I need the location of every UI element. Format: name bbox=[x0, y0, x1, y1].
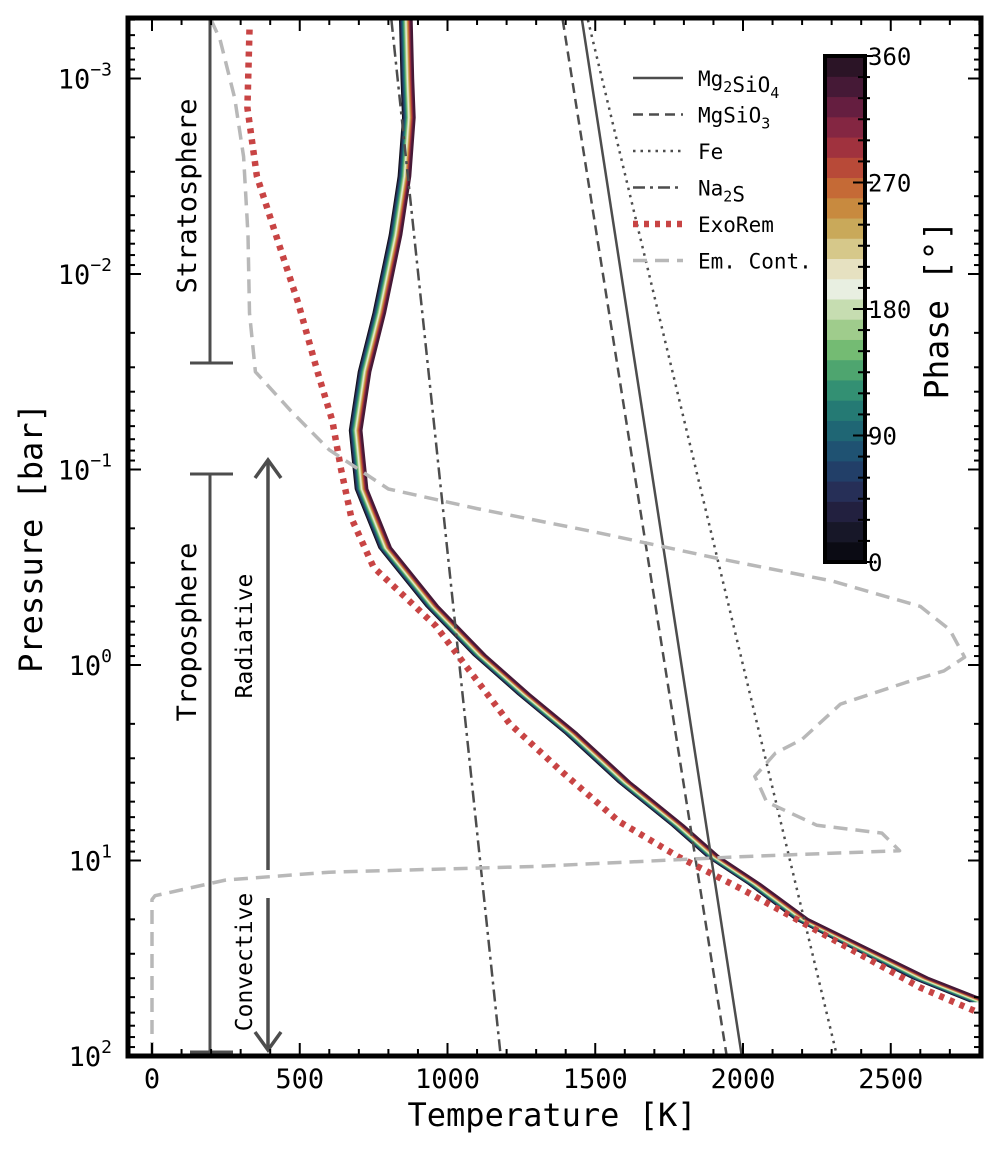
colorbar-tick-label: 180 bbox=[868, 296, 911, 324]
phase-profile-line bbox=[360, 19, 981, 1000]
phase-profile-line bbox=[351, 19, 975, 1003]
plot-frame bbox=[125, 15, 984, 1059]
x-tick-label: 1500 bbox=[563, 1064, 628, 1095]
series-line-fe bbox=[586, 19, 839, 1056]
x-tick-label: 2500 bbox=[858, 1064, 923, 1095]
y-tick-label: 10−2 bbox=[58, 255, 112, 291]
colorbar-segment bbox=[825, 96, 865, 118]
colorbar-segment bbox=[825, 157, 865, 179]
colorbar-segment bbox=[825, 481, 865, 502]
troposphere-label: Troposphere bbox=[172, 543, 203, 722]
convective-arrow-head bbox=[253, 1030, 283, 1053]
phase-profile-line bbox=[351, 19, 976, 1003]
colorbar-segment bbox=[825, 319, 865, 340]
legend-label: Fe bbox=[698, 140, 723, 164]
colorbar-segment bbox=[825, 541, 865, 563]
colorbar-segment bbox=[825, 460, 865, 482]
series-line-mg2sio4 bbox=[580, 19, 744, 1056]
colorbar-segment bbox=[825, 440, 865, 462]
series-line-em-cont- bbox=[150, 19, 967, 1056]
radiative-arrow-head bbox=[253, 457, 283, 480]
colorbar-tick-label: 270 bbox=[868, 170, 911, 198]
legend-label: Em. Cont. bbox=[698, 250, 812, 274]
x-tick-label: 0 bbox=[144, 1064, 160, 1095]
y-axis-label: Pressure [bar] bbox=[12, 403, 50, 673]
colorbar-label: Phase [°] bbox=[917, 221, 956, 400]
troposphere-label-bg bbox=[170, 530, 204, 735]
convective-label: Convective bbox=[232, 893, 258, 1031]
phase-profile-line bbox=[350, 19, 974, 1003]
x-tick-label: 500 bbox=[275, 1064, 324, 1095]
colorbar-segment bbox=[825, 177, 865, 199]
colorbar-segment bbox=[825, 116, 865, 138]
colorbar-segment bbox=[825, 521, 865, 543]
y-tick-label: 100 bbox=[69, 646, 112, 682]
legend-label: Mg2SiO4 bbox=[698, 67, 779, 102]
colorbar-segment bbox=[825, 298, 865, 320]
phase-profile-line bbox=[358, 19, 981, 1002]
colorbar-segment bbox=[825, 420, 865, 442]
colorbar-segment bbox=[825, 217, 865, 239]
phase-profile-line bbox=[352, 19, 977, 1003]
x-tick-label: 1000 bbox=[415, 1064, 480, 1095]
x-tick-label: 2000 bbox=[710, 1064, 775, 1095]
y-tick-label: 10−1 bbox=[58, 451, 112, 487]
series-line-na2s bbox=[390, 19, 502, 1056]
x-axis-tick-labels: 0 500 1000 1500 2000 2500 bbox=[144, 1064, 923, 1095]
colorbar-segment bbox=[825, 339, 865, 361]
phase-profile-line bbox=[354, 19, 980, 1003]
stratosphere-label: Stratosphere bbox=[172, 98, 203, 293]
layer-annotations: Stratosphere Troposphere Radiative Conve… bbox=[170, 18, 283, 1054]
y-tick-label: 10−3 bbox=[58, 60, 112, 96]
colorbar: 0 90 180 270 360 bbox=[823, 43, 911, 577]
colorbar-segment bbox=[825, 197, 865, 219]
legend-label: ExoRem bbox=[698, 213, 774, 237]
colorbar-segment bbox=[825, 56, 865, 77]
phase-profile-line bbox=[350, 19, 974, 1003]
colorbar-segment bbox=[825, 76, 865, 98]
colorbar-segment bbox=[825, 238, 865, 259]
legend-label: Na2S bbox=[698, 177, 745, 207]
colorbar-segment bbox=[825, 278, 865, 300]
phase-profile-line bbox=[358, 19, 981, 1001]
colorbar-segment bbox=[825, 359, 865, 381]
legend-label: MgSiO3 bbox=[698, 104, 770, 133]
phase-profile-line bbox=[359, 19, 981, 1001]
colorbar-tick-label: 360 bbox=[868, 43, 911, 71]
series-line-mgsio3 bbox=[561, 19, 728, 1056]
y-axis-tick-labels: 10−3 10−2 10−1 100 101 102 bbox=[58, 60, 112, 1074]
phase-profile-line bbox=[353, 19, 979, 1003]
colorbar-segment bbox=[825, 136, 865, 158]
colorbar-segment bbox=[825, 400, 865, 421]
phase-profile-line bbox=[352, 19, 977, 1003]
phase-profile-line bbox=[353, 19, 978, 1003]
colorbar-segment bbox=[825, 379, 865, 401]
plot-area bbox=[150, 19, 981, 1056]
y-tick-label: 101 bbox=[69, 842, 112, 878]
colorbar-tick-label: 0 bbox=[868, 549, 882, 577]
colorbar-tick-label: 90 bbox=[868, 423, 897, 451]
stratosphere-label-bg bbox=[170, 85, 204, 305]
colorbar-segment bbox=[825, 258, 865, 280]
phase-profile-line bbox=[359, 19, 981, 1001]
x-axis-label: Temperature [K] bbox=[408, 1096, 697, 1134]
y-tick-label: 102 bbox=[69, 1037, 112, 1073]
colorbar-segment bbox=[825, 501, 865, 523]
radiative-label: Radiative bbox=[232, 574, 258, 699]
